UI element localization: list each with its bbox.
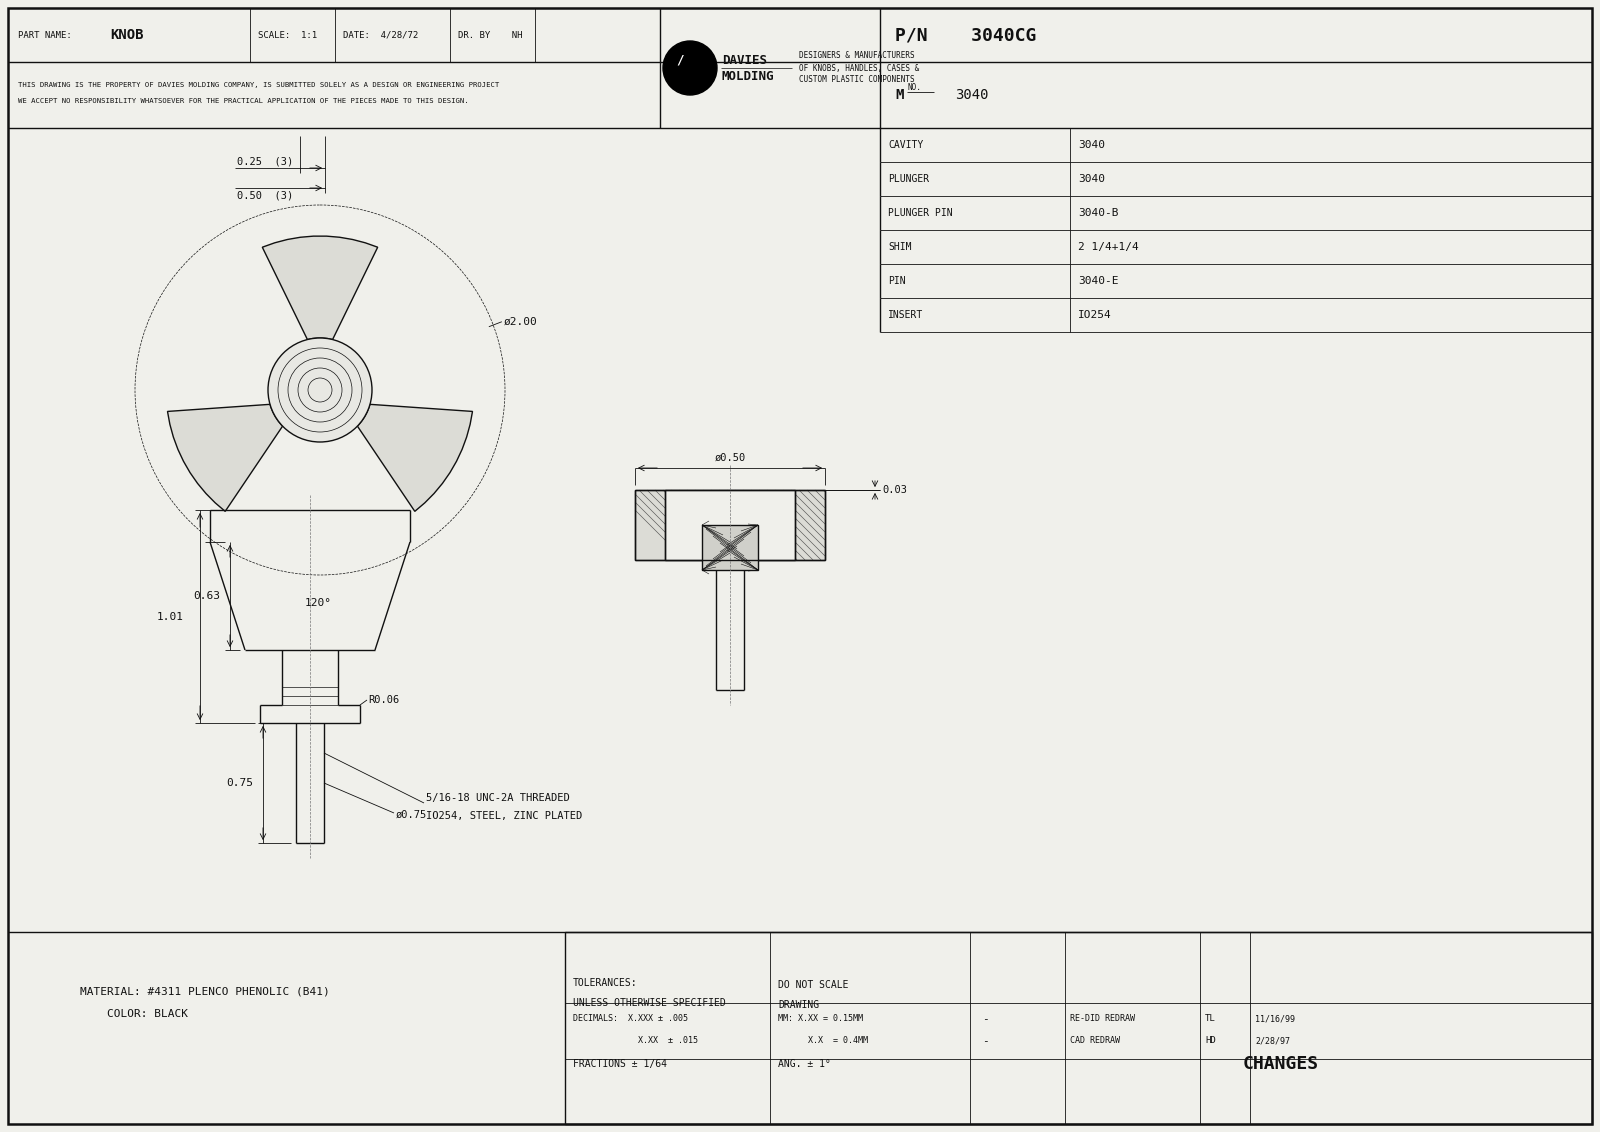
Polygon shape	[357, 404, 472, 512]
Text: IO254: IO254	[1078, 310, 1112, 320]
Text: PLUNGER: PLUNGER	[888, 174, 930, 185]
Text: DRAWING: DRAWING	[778, 1001, 819, 1011]
Text: HD: HD	[1205, 1037, 1216, 1045]
Text: NO.: NO.	[907, 83, 922, 92]
Bar	[702, 525, 758, 571]
Text: DESIGNERS & MANUFACTURERS: DESIGNERS & MANUFACTURERS	[798, 51, 915, 60]
Text: RE-DID REDRAW: RE-DID REDRAW	[1070, 1014, 1134, 1023]
Text: CUSTOM PLASTIC COMPONENTS: CUSTOM PLASTIC COMPONENTS	[798, 76, 915, 85]
Text: R0.06: R0.06	[368, 695, 400, 705]
Text: 11/16/99: 11/16/99	[1254, 1014, 1294, 1023]
Bar	[666, 490, 795, 560]
Text: X.X  = 0.4MM: X.X = 0.4MM	[778, 1037, 867, 1045]
Text: DAVIES: DAVIES	[722, 53, 766, 67]
Text: 2/28/97: 2/28/97	[1254, 1037, 1290, 1045]
Text: MM: X.XX = 0.15MM: MM: X.XX = 0.15MM	[778, 1014, 862, 1023]
Text: PIN: PIN	[888, 276, 906, 286]
Text: TL: TL	[1205, 1014, 1216, 1023]
Text: DR. BY    NH: DR. BY NH	[458, 31, 523, 40]
Text: 3040-E: 3040-E	[1078, 276, 1118, 286]
Text: INSERT: INSERT	[888, 310, 923, 320]
Polygon shape	[168, 404, 283, 512]
Text: 2 1/4+1/4: 2 1/4+1/4	[1078, 242, 1139, 252]
Text: DECIMALS:  X.XXX ± .005: DECIMALS: X.XXX ± .005	[573, 1014, 688, 1023]
Bar	[635, 490, 826, 560]
Text: 120°: 120°	[306, 598, 333, 608]
Text: X.XX  ± .015: X.XX ± .015	[573, 1037, 698, 1045]
Circle shape	[662, 41, 717, 95]
Text: OF KNOBS, HANDLES, CASES &: OF KNOBS, HANDLES, CASES &	[798, 63, 920, 72]
Text: CAD REDRAW: CAD REDRAW	[1070, 1037, 1120, 1045]
Text: UNLESS OTHERWISE SPECIFIED: UNLESS OTHERWISE SPECIFIED	[573, 998, 726, 1009]
Text: DATE:  4/28/72: DATE: 4/28/72	[342, 31, 418, 40]
Text: MOLDING: MOLDING	[722, 69, 774, 83]
Text: P/N    3040CG: P/N 3040CG	[894, 26, 1037, 44]
Text: WE ACCEPT NO RESPONSIBILITY WHATSOEVER FOR THE PRACTICAL APPLICATION OF THE PIEC: WE ACCEPT NO RESPONSIBILITY WHATSOEVER F…	[18, 98, 469, 104]
Text: PART NAME:: PART NAME:	[18, 31, 72, 40]
Circle shape	[269, 338, 371, 441]
Text: PLUNGER PIN: PLUNGER PIN	[888, 208, 952, 218]
Text: THIS DRAWING IS THE PROPERTY OF DAVIES MOLDING COMPANY, IS SUBMITTED SOLELY AS A: THIS DRAWING IS THE PROPERTY OF DAVIES M…	[18, 82, 499, 88]
Text: IO254, STEEL, ZINC PLATED: IO254, STEEL, ZINC PLATED	[426, 811, 582, 821]
Text: -: -	[982, 1036, 989, 1046]
Text: /: /	[675, 53, 683, 67]
Text: 0.75: 0.75	[227, 778, 253, 788]
Text: COLOR: BLACK: COLOR: BLACK	[80, 1009, 189, 1019]
Text: ANG. ± 1°: ANG. ± 1°	[778, 1058, 830, 1069]
Polygon shape	[262, 237, 378, 340]
Text: 0.63: 0.63	[194, 591, 221, 601]
Text: -: -	[982, 1014, 989, 1023]
Text: 0.03: 0.03	[882, 484, 907, 495]
Text: 0.50  (3): 0.50 (3)	[237, 190, 293, 200]
Text: 5/16-18 UNC-2A THREADED: 5/16-18 UNC-2A THREADED	[426, 794, 570, 803]
Text: TOLERANCES:: TOLERANCES:	[573, 978, 638, 988]
Text: SCALE:  1:1: SCALE: 1:1	[258, 31, 317, 40]
Text: 3040: 3040	[955, 88, 989, 102]
Text: MATERIAL: #4311 PLENCO PHENOLIC (B41): MATERIAL: #4311 PLENCO PHENOLIC (B41)	[80, 987, 330, 997]
Text: FRACTIONS ± 1/64: FRACTIONS ± 1/64	[573, 1058, 667, 1069]
Text: ø0.75: ø0.75	[397, 811, 427, 820]
Text: SHIM: SHIM	[888, 242, 912, 252]
Text: 3040-B: 3040-B	[1078, 208, 1118, 218]
Text: KNOB: KNOB	[110, 28, 144, 42]
Text: 3040: 3040	[1078, 140, 1106, 151]
Text: 0.25  (3): 0.25 (3)	[237, 156, 293, 166]
Text: 3040: 3040	[1078, 174, 1106, 185]
Text: CAVITY: CAVITY	[888, 140, 923, 151]
Text: ø2.00: ø2.00	[504, 317, 538, 327]
Text: CHANGES: CHANGES	[1243, 1055, 1318, 1072]
Text: ø0.50: ø0.50	[714, 453, 746, 463]
Bar	[565, 932, 1592, 1124]
Text: 1.01: 1.01	[157, 611, 184, 621]
Text: DO NOT SCALE: DO NOT SCALE	[778, 980, 848, 990]
Text: M: M	[894, 88, 904, 102]
